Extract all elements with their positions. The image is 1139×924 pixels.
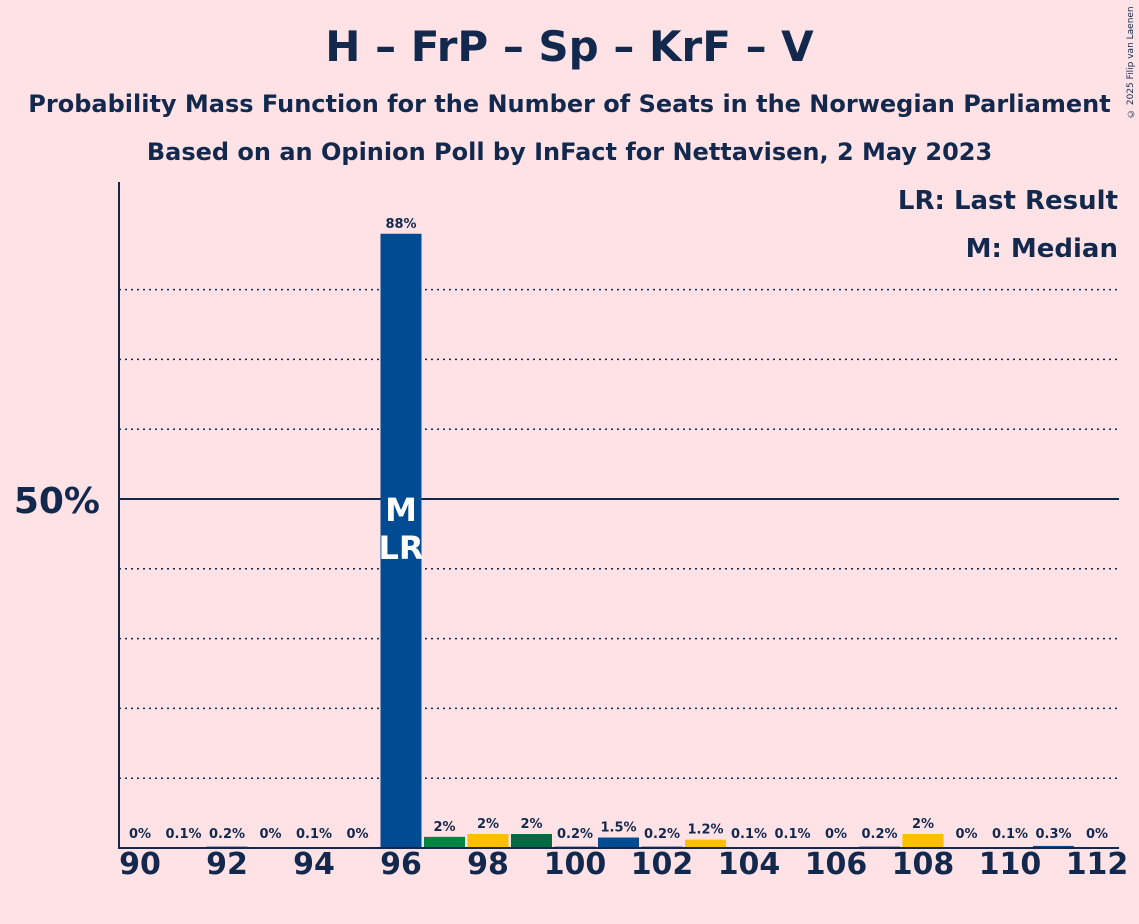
value-labels: 0% 0.1% 0.2% 0% 0.1% 0% 88% 2% 2% 2% 0.2% 1.5% 0.2% 1…: [129, 217, 1108, 842]
x-tick-label-106: 106: [805, 847, 868, 882]
value-label-90: 0%: [129, 827, 151, 842]
value-label-110: 0.1%: [992, 827, 1028, 842]
bar-96: [380, 233, 422, 848]
value-label-99: 2%: [520, 817, 542, 832]
value-label-98: 2%: [477, 817, 499, 832]
x-tick-label-108: 108: [892, 847, 955, 882]
bar-108: [902, 834, 944, 848]
value-label-108: 2%: [912, 817, 934, 832]
value-label-93: 0%: [259, 827, 281, 842]
bar-97: [424, 836, 465, 848]
value-label-92: 0.2%: [209, 827, 245, 842]
x-axis-ticks: 90 92 94 96 98 100 102 104 106 108 110 112: [119, 847, 1128, 882]
bar-111: [1033, 845, 1074, 848]
value-label-100: 0.2%: [557, 827, 593, 842]
value-label-96: 88%: [385, 217, 416, 232]
gridlines: [119, 288, 1119, 779]
bars: [163, 233, 1074, 848]
legend-median: M: Median: [966, 234, 1118, 264]
y-tick-label: 50%: [14, 481, 100, 522]
value-label-106: 0%: [825, 827, 847, 842]
x-tick-label-104: 104: [718, 847, 781, 882]
x-tick-label-98: 98: [467, 847, 509, 882]
x-tick-label-112: 112: [1066, 847, 1129, 882]
value-label-97: 2%: [433, 820, 455, 835]
legend-last-result: LR: Last Result: [898, 186, 1118, 216]
x-tick-label-90: 90: [119, 847, 161, 882]
value-label-104: 0.1%: [731, 827, 767, 842]
x-tick-label-100: 100: [544, 847, 607, 882]
bar-98: [467, 834, 509, 848]
value-label-105: 0.1%: [774, 827, 810, 842]
median-lr-markers: MLR: [378, 491, 423, 567]
value-label-102: 0.2%: [644, 827, 680, 842]
value-label-109: 0%: [955, 827, 977, 842]
value-label-111: 0.3%: [1035, 827, 1071, 842]
value-label-107: 0.2%: [861, 827, 897, 842]
bar-marker-m: M: [385, 491, 417, 529]
x-tick-label-110: 110: [979, 847, 1042, 882]
value-label-112: 0%: [1086, 827, 1108, 842]
value-label-103: 1.2%: [687, 823, 723, 838]
value-label-91: 0.1%: [165, 827, 201, 842]
x-tick-label-92: 92: [206, 847, 248, 882]
value-label-95: 0%: [346, 827, 368, 842]
bar-103: [685, 839, 726, 848]
value-label-94: 0.1%: [296, 827, 332, 842]
x-tick-label-96: 96: [380, 847, 422, 882]
bar-101: [598, 837, 639, 848]
x-tick-label-102: 102: [631, 847, 694, 882]
value-label-101: 1.5%: [600, 821, 636, 836]
x-tick-label-94: 94: [293, 847, 335, 882]
bar-marker-lr: LR: [378, 529, 423, 567]
chart-subtitle-2: Based on an Opinion Poll by InFact for N…: [146, 138, 993, 166]
bar-99: [511, 834, 552, 848]
chart-subtitle-1: Probability Mass Function for the Number…: [28, 90, 1111, 118]
chart-title: H – FrP – Sp – KrF – V: [325, 22, 814, 71]
